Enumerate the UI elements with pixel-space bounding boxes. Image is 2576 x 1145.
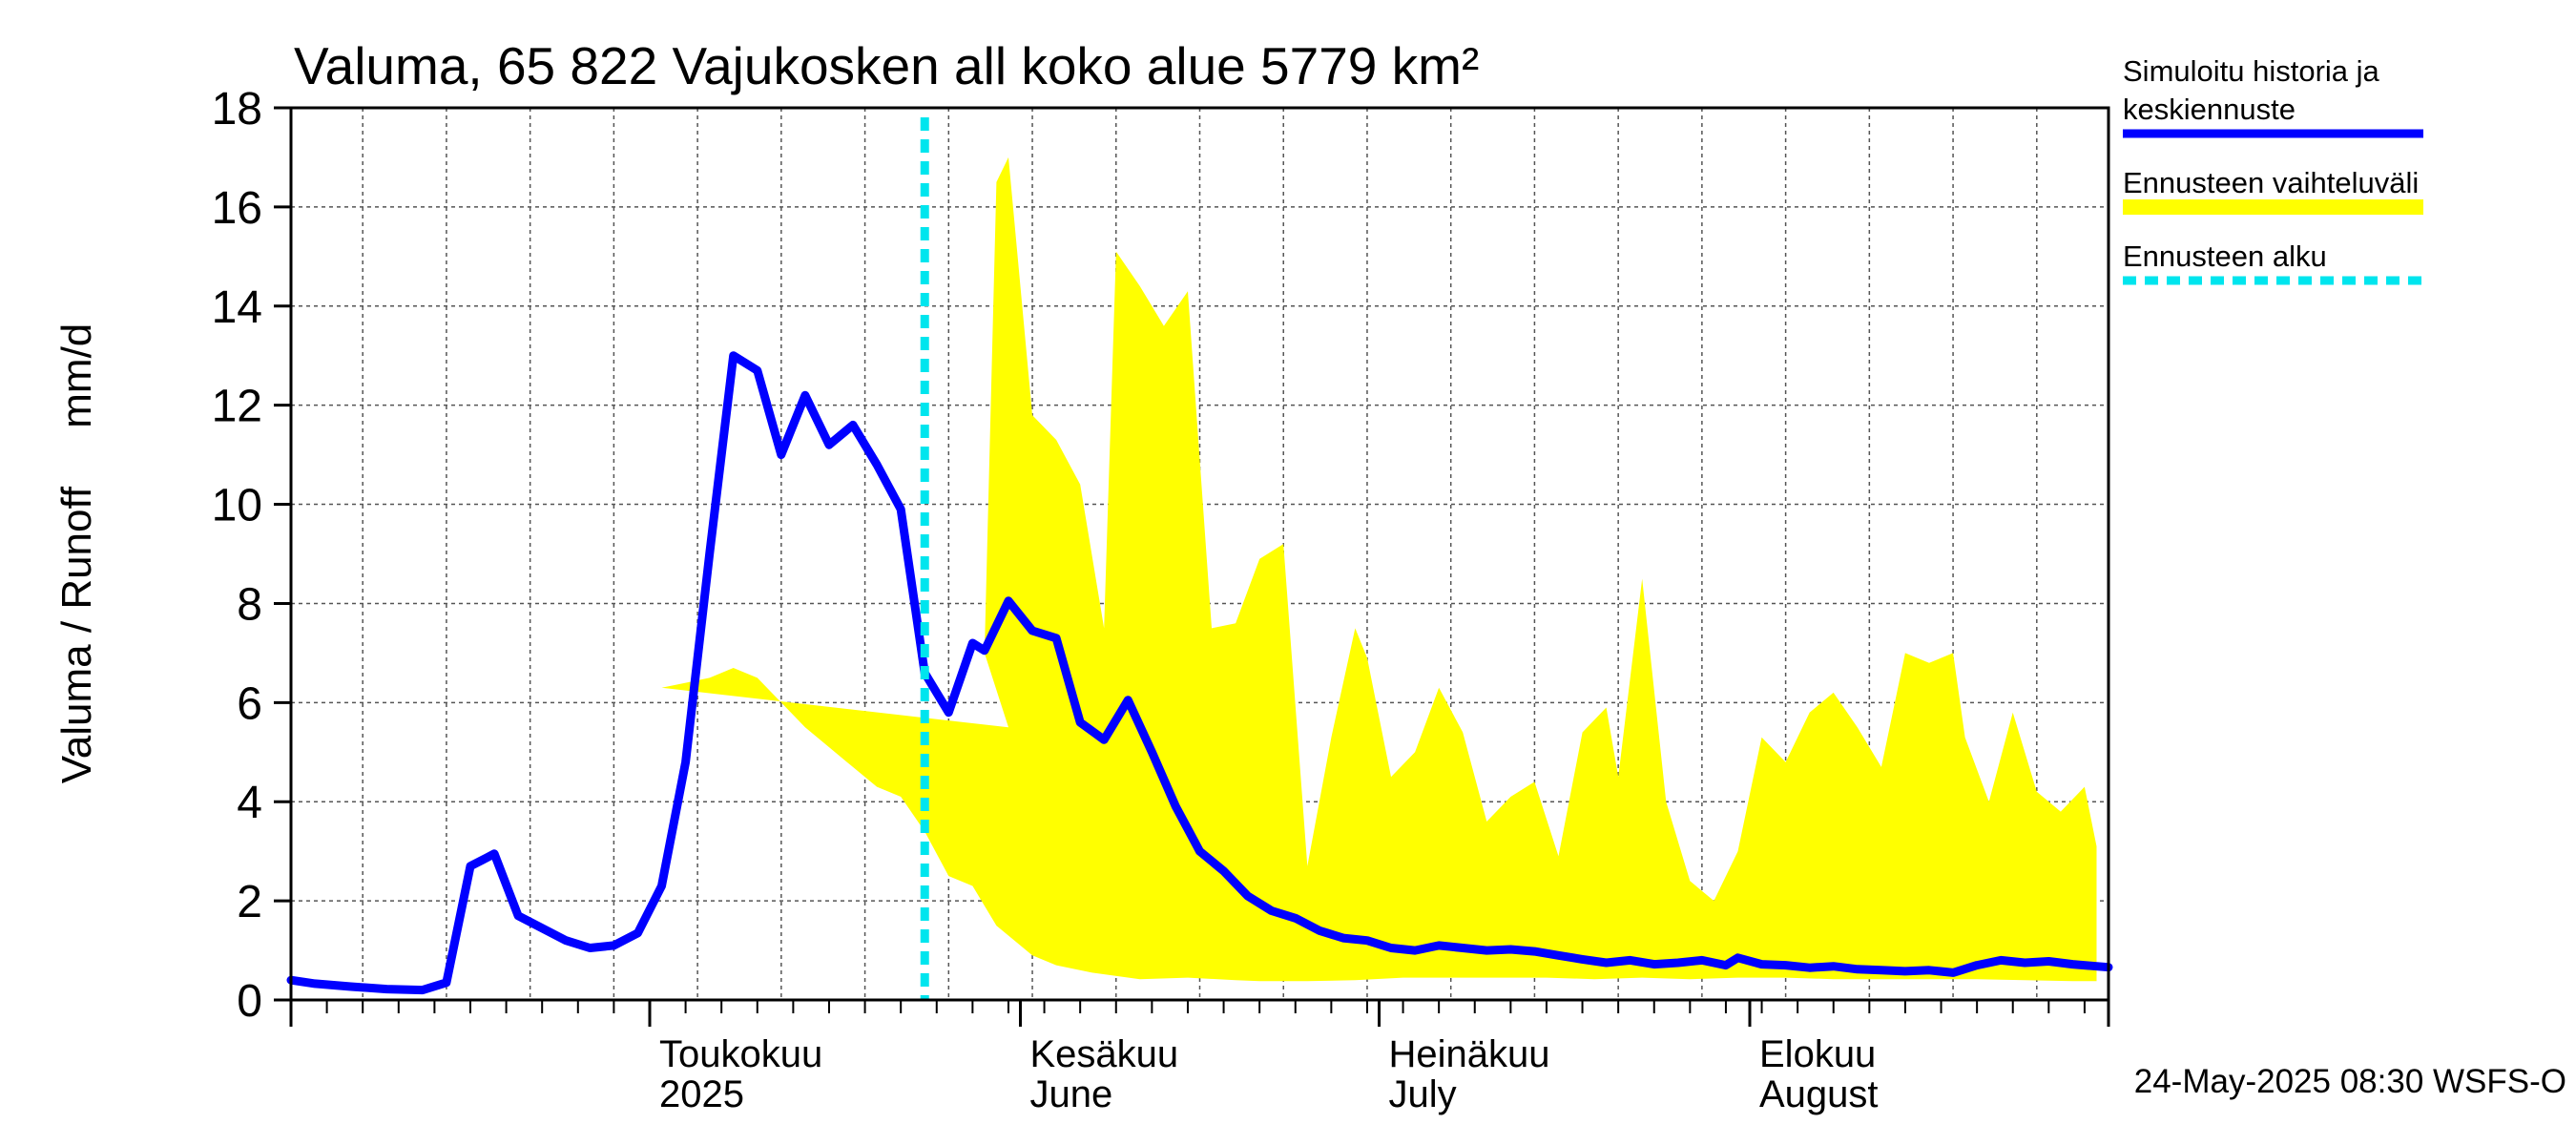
x-tick-label: June bbox=[1030, 1073, 1113, 1115]
x-tick-label: Elokuu bbox=[1759, 1033, 1876, 1075]
y-tick-label: 16 bbox=[212, 183, 262, 234]
legend-label: keskiennuste bbox=[2123, 93, 2296, 126]
legend-label: Simuloitu historia ja bbox=[2123, 54, 2380, 88]
y-tick-label: 4 bbox=[237, 778, 262, 828]
y-tick-label: 10 bbox=[212, 481, 262, 531]
y-tick-label: 6 bbox=[237, 678, 262, 729]
x-tick-label: July bbox=[1388, 1073, 1456, 1115]
x-tick-label: Kesäkuu bbox=[1030, 1033, 1179, 1075]
y-tick-label: 8 bbox=[237, 579, 262, 630]
y-tick-label: 12 bbox=[212, 382, 262, 432]
y-tick-label: 2 bbox=[237, 877, 262, 927]
legend-label: Ennusteen vaihteluväli bbox=[2123, 166, 2419, 199]
y-axis: 0 2 4 6 8 10 12 14 16 18 bbox=[212, 84, 291, 1027]
timestamp-footer: 24-May-2025 08:30 WSFS-O bbox=[2134, 1063, 2566, 1100]
simulated-runoff-layer bbox=[286, 351, 2113, 995]
x-tick-label: Toukokuu bbox=[659, 1033, 822, 1075]
simulated-runoff-line bbox=[286, 351, 2113, 995]
x-tick-label: August bbox=[1759, 1073, 1879, 1115]
y-axis-label: Valuma / Runoff mm/d bbox=[53, 323, 100, 784]
y-tick-label: 14 bbox=[212, 282, 262, 333]
y-tick-label: 18 bbox=[212, 84, 262, 135]
x-tick-label: 2025 bbox=[659, 1073, 744, 1115]
forecast-range-band bbox=[661, 156, 2097, 982]
x-tick-label: Heinäkuu bbox=[1388, 1033, 1549, 1075]
legend: Simuloitu historia ja keskiennuste Ennuste… bbox=[2123, 54, 2423, 285]
chart-title: Valuma, 65 822 Vajukosken all koko alue … bbox=[294, 36, 1479, 95]
plot-frame bbox=[289, 106, 2110, 1002]
legend-label: Ennusteen alku bbox=[2123, 239, 2327, 273]
forecast-range-area bbox=[661, 156, 2097, 982]
plot-area bbox=[286, 106, 2113, 1002]
y-tick-label: 0 bbox=[237, 976, 262, 1027]
